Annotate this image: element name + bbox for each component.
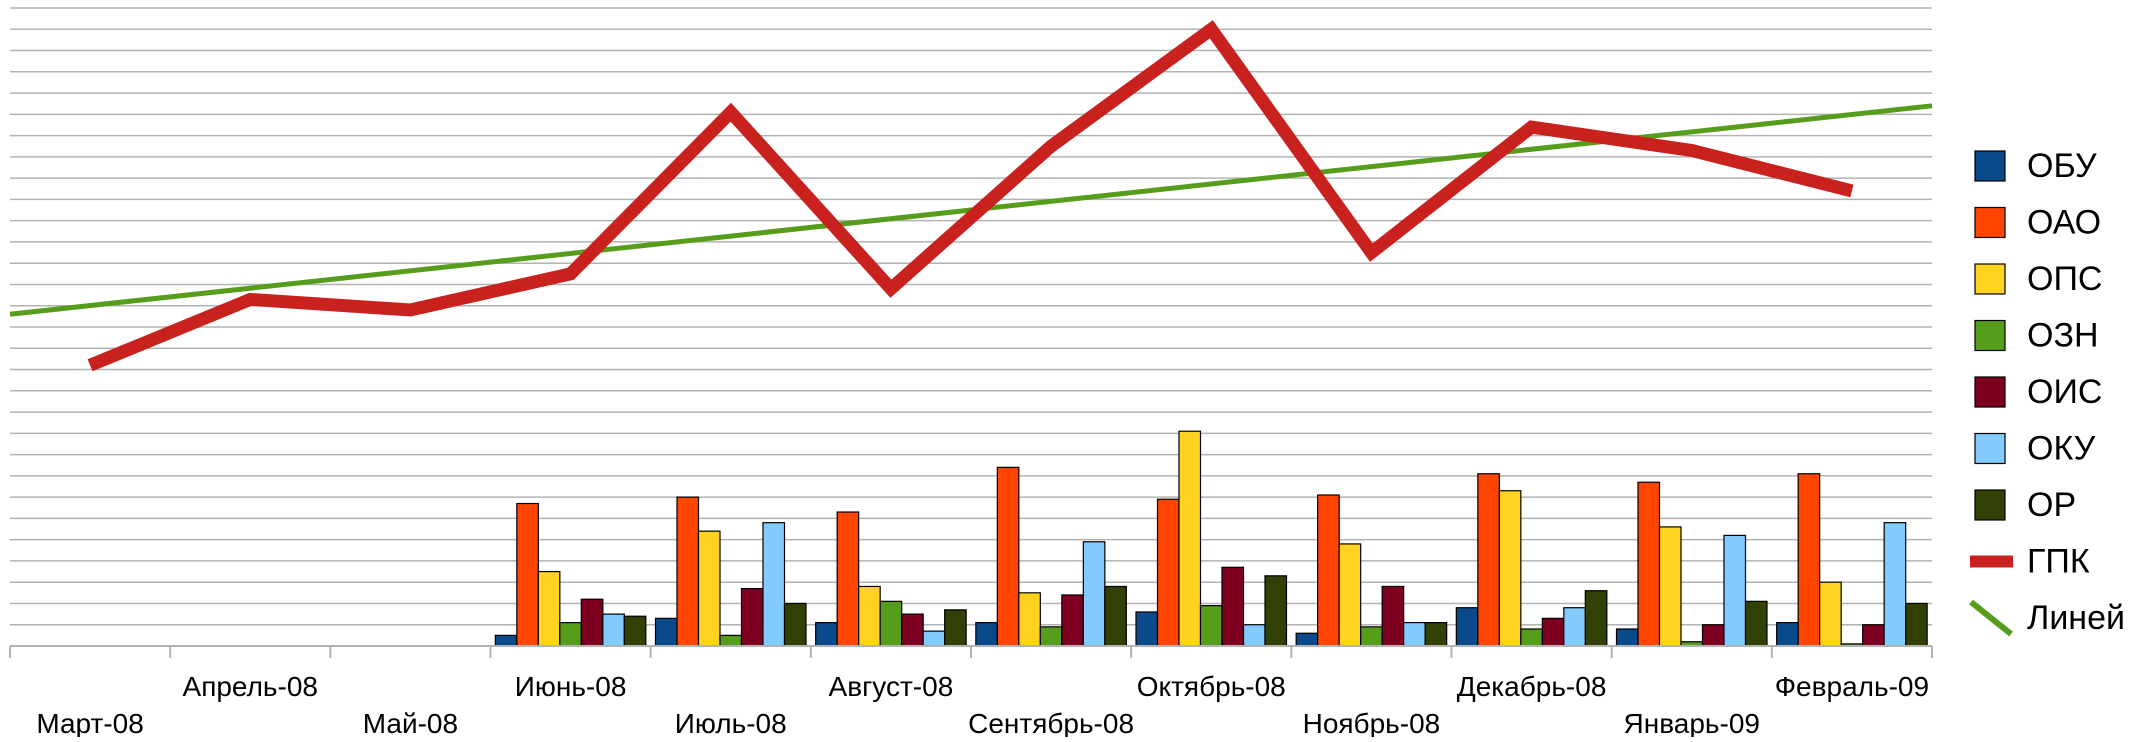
legend-label: ОКУ xyxy=(2027,430,2096,468)
x-tick-label: Март-08 xyxy=(36,708,143,737)
bar-ОАО xyxy=(1156,498,1180,647)
bar-ОР xyxy=(1424,622,1448,647)
bar-ОАО xyxy=(676,496,700,647)
bar-ОИС xyxy=(1862,624,1885,647)
bar-ОР xyxy=(783,602,807,647)
bar-ОКУ xyxy=(1883,522,1907,647)
legend-swatch xyxy=(1974,263,2006,295)
legend-swatch xyxy=(1974,376,2006,408)
bar-ОБУ xyxy=(1135,611,1159,647)
bar-ОПС xyxy=(537,570,561,647)
bar-ОР xyxy=(1104,585,1127,647)
x-tick-label: Сентябрь-08 xyxy=(968,708,1134,737)
bar-ОИС xyxy=(1701,624,1725,647)
bar-ОБУ xyxy=(1615,628,1639,647)
bar-ОБУ xyxy=(1455,607,1479,647)
bar-ОБУ xyxy=(975,622,998,647)
bar-ОПС xyxy=(858,585,881,647)
bar-ОЗН xyxy=(559,622,582,647)
bar-ОПС xyxy=(1018,592,1041,647)
bar-ОАО xyxy=(836,511,860,647)
x-tick-label: Декабрь-08 xyxy=(1457,671,1607,702)
bar-ОБУ xyxy=(494,634,518,647)
bar-ОПС xyxy=(697,530,721,647)
bar-ОПС xyxy=(1498,490,1522,647)
bar-ОКУ xyxy=(1082,541,1106,647)
bar-ОИС xyxy=(1221,566,1245,647)
legend-label: ОЗН xyxy=(2027,317,2099,355)
legend-label: ГПК xyxy=(2027,543,2090,581)
x-tick-label: Август-08 xyxy=(829,671,954,702)
bar-ОАО xyxy=(1477,473,1500,647)
bars xyxy=(494,430,1928,647)
bar-ОЗН xyxy=(1520,628,1543,647)
bar-ОАО xyxy=(996,466,1020,647)
bar-ОАО xyxy=(516,502,539,647)
bar-ОБУ xyxy=(1776,622,1799,647)
x-axis: Март-08 Апрель-08 Май-08 Июнь-08 Июль-08 Авгу… xyxy=(9,645,1933,739)
bar-ОИС xyxy=(1381,585,1405,647)
legend: ОБУ ОАО ОПС ОЗН ОИС ОКУ ОР ГПК Линей xyxy=(1969,147,2125,637)
bar-ОАО xyxy=(1637,481,1661,647)
bar-ОКУ xyxy=(1242,624,1266,647)
x-tick-label: Октябрь-08 xyxy=(1137,671,1286,702)
bar-ОБУ xyxy=(815,622,838,647)
legend-label: ОБУ xyxy=(2027,147,2097,185)
bar-ОКУ xyxy=(602,613,625,647)
legend-label: ОАО xyxy=(2027,204,2101,242)
bar-ОПС xyxy=(1819,581,1842,647)
bar-ОЗН xyxy=(1199,604,1223,647)
bar-ОЗН xyxy=(1360,626,1383,647)
legend-label: Линей xyxy=(2027,599,2125,637)
bar-ОКУ xyxy=(1563,607,1586,647)
bar-ОБУ xyxy=(1295,632,1319,647)
line-series-ГПК xyxy=(87,20,1854,372)
bar-ОПС xyxy=(1658,526,1682,647)
legend-swatch xyxy=(1974,319,2006,352)
x-tick-label: Февраль-09 xyxy=(1775,671,1929,702)
legend-swatch xyxy=(1969,599,2013,637)
bar-ОКУ xyxy=(1403,622,1426,647)
legend-swatch xyxy=(1974,206,2006,239)
bar-ОЗН xyxy=(879,600,903,647)
bar-ОР xyxy=(1584,590,1608,647)
x-tick-label: Апрель-08 xyxy=(183,671,318,702)
bar-ОИС xyxy=(740,587,764,647)
bar-ОПС xyxy=(1338,543,1362,647)
bar-ОИС xyxy=(1061,594,1084,647)
x-tick-label: Январь-09 xyxy=(1624,708,1760,737)
bar-ОР xyxy=(944,609,967,647)
bar-ОКУ xyxy=(1723,534,1747,647)
bar-ОАО xyxy=(1317,494,1340,647)
bar-ОКУ xyxy=(762,522,786,647)
x-tick-label: Июль-08 xyxy=(675,708,787,737)
x-tick-label: Июнь-08 xyxy=(515,671,627,702)
legend-swatch xyxy=(1974,489,2006,521)
legend-swatch xyxy=(1974,150,2006,182)
legend-label: ОПС xyxy=(2027,260,2102,298)
legend-label: ОИС xyxy=(2027,373,2102,411)
bar-ОАО xyxy=(1797,473,1821,647)
bar-ОИС xyxy=(580,598,604,647)
bar-ОБУ xyxy=(654,617,678,647)
x-tick-label: Май-08 xyxy=(363,708,458,737)
bar-ОР xyxy=(1744,600,1768,647)
lines xyxy=(9,20,1933,372)
bar-ОЗН xyxy=(1039,626,1063,647)
bar-ОР xyxy=(623,615,647,647)
bar-ОКУ xyxy=(922,630,946,647)
bar-ОИС xyxy=(901,613,924,647)
legend-swatch xyxy=(1974,432,2006,465)
bar-ОР xyxy=(1264,575,1288,647)
x-tick-label: Ноябрь-08 xyxy=(1303,708,1441,737)
bar-ОР xyxy=(1905,602,1928,647)
bar-ОЗН xyxy=(719,634,743,647)
bar-ОПС xyxy=(1178,430,1202,647)
gridlines xyxy=(10,7,1932,647)
legend-label: ОР xyxy=(2027,486,2076,524)
bar-ОИС xyxy=(1541,617,1565,647)
